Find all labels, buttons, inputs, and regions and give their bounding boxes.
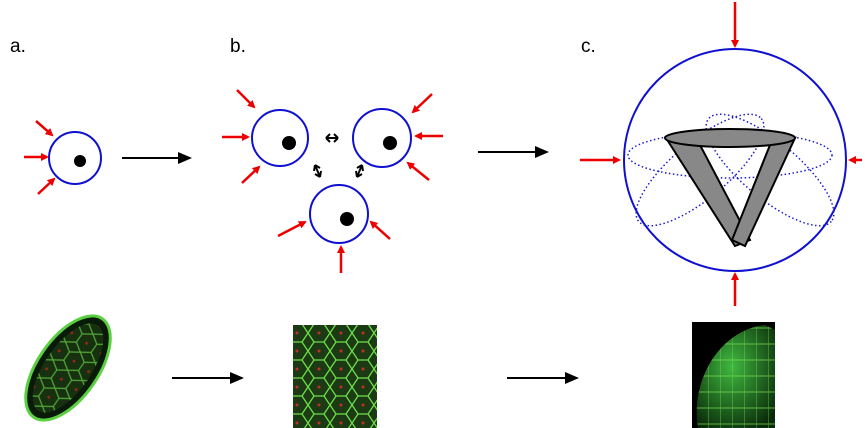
panel-label: b.	[230, 36, 246, 57]
panel-c-diagram	[580, 2, 862, 306]
panel-label: c.	[581, 36, 596, 57]
micrograph-a	[9, 302, 127, 428]
panel-a-diagram	[24, 121, 190, 194]
panel-label: a.	[10, 36, 26, 57]
figure: a. b. c.	[0, 0, 865, 428]
micrograph-b	[293, 325, 377, 428]
panel-b-diagram	[222, 90, 547, 273]
micrograph-c	[692, 322, 775, 428]
